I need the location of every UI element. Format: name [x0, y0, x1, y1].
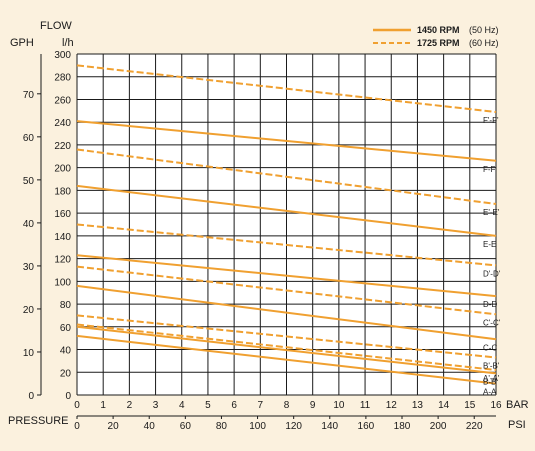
gph-tick-label-0: 0	[28, 391, 34, 402]
bar-tick-label-12: 12	[386, 400, 398, 411]
psi-tick-label-100: 100	[249, 421, 266, 432]
bar-tick-label-6: 6	[231, 400, 237, 411]
curve-label-a-a: A-A	[483, 388, 497, 397]
curve-label-b-b: B-B	[483, 377, 496, 386]
curve-label-cp-cp: C'-C'	[483, 318, 501, 327]
lh-tick-label-20: 20	[60, 368, 72, 379]
lh-tick-label-40: 40	[60, 346, 72, 357]
lh-tick-label-240: 240	[54, 118, 71, 129]
pressure-title: PRESSURE	[8, 415, 69, 427]
bar-tick-label-2: 2	[127, 400, 133, 411]
legend: 1450 RPM (50 Hz) 1725 RPM (60 Hz)	[373, 25, 499, 48]
lh-tick-label-140: 140	[54, 232, 71, 243]
legend-label-60hz: (60 Hz)	[469, 38, 499, 48]
lh-tick-label-160: 160	[54, 209, 71, 220]
bar-tick-label-4: 4	[179, 400, 185, 411]
lh-tick-label-260: 260	[54, 95, 71, 106]
lh-tick-label-220: 220	[54, 141, 71, 152]
lh-axis-title: l/h	[62, 37, 74, 49]
curve-label-fp-fp: F'-F'	[483, 116, 499, 125]
curve-ep-ep	[76, 148, 497, 205]
lh-tick-label-200: 200	[54, 164, 71, 175]
psi-tick-label-200: 200	[430, 421, 447, 432]
curve-b-b	[76, 325, 497, 375]
gph-tick-label-70: 70	[23, 90, 35, 101]
curve-d-d	[76, 254, 497, 298]
psi-tick-label-40: 40	[144, 421, 156, 432]
lh-tick-label-300: 300	[54, 50, 71, 61]
gph-tick-label-10: 10	[23, 348, 35, 359]
psi-tick-label-60: 60	[180, 421, 192, 432]
lh-tick-label-180: 180	[54, 186, 71, 197]
lh-tick-label-280: 280	[54, 73, 71, 84]
psi-tick-label-0: 0	[74, 421, 80, 432]
curve-label-c-c: C-C	[483, 343, 497, 352]
gph-tick-label-20: 20	[23, 305, 35, 316]
psi-tick-label-20: 20	[108, 421, 120, 432]
gph-tick-label-60: 60	[23, 133, 35, 144]
psi-tick-label-120: 120	[285, 421, 302, 432]
curve-label-dp-dp: D'-D'	[483, 269, 501, 278]
bar-tick-label-10: 10	[333, 400, 345, 411]
psi-tick-label-140: 140	[321, 421, 338, 432]
psi-tick-label-160: 160	[358, 421, 375, 432]
curve-c-c	[76, 284, 497, 341]
bar-axis-title: BAR	[506, 399, 529, 411]
curve-fp-fp	[76, 64, 497, 113]
curve-label-f-f: F-F	[483, 165, 496, 174]
curve-cp-cp	[76, 265, 497, 316]
bar-tick-label-5: 5	[205, 400, 211, 411]
curve-ap-ap	[76, 323, 497, 371]
curve-e-e	[76, 184, 497, 237]
psi-tick-label-220: 220	[466, 421, 483, 432]
curve-f-f	[76, 120, 497, 162]
bar-tick-label-15: 15	[464, 400, 476, 411]
bar-tick-label-8: 8	[284, 400, 290, 411]
bar-tick-label-14: 14	[438, 400, 450, 411]
psi-axis-title: PSI	[508, 419, 526, 431]
curve-label-ep-ep: E'-E'	[483, 208, 500, 217]
bar-tick-label-13: 13	[412, 400, 424, 411]
lh-tick-label-60: 60	[60, 323, 72, 334]
legend-label-1450-rpm: 1450 RPM	[417, 25, 460, 35]
curve-label-bp-bp: B'-B'	[483, 361, 500, 370]
lh-tick-label-0: 0	[65, 391, 71, 402]
curve-label-e-e: E-E	[483, 240, 496, 249]
curve-label-d-d: D-D	[483, 300, 497, 309]
gph-tick-label-50: 50	[23, 176, 35, 187]
bar-tick-label-1: 1	[100, 400, 106, 411]
curve-a-a	[76, 334, 497, 385]
legend-label-50hz: (50 Hz)	[469, 25, 499, 35]
lh-tick-label-120: 120	[54, 255, 71, 266]
curve-label-ap-ap: A'-A'	[483, 374, 500, 383]
psi-tick-label-180: 180	[394, 421, 411, 432]
bar-tick-label-3: 3	[153, 400, 159, 411]
legend-label-1725-rpm: 1725 RPM	[417, 38, 460, 48]
gph-axis-title: GPH	[10, 37, 34, 49]
curve-dp-dp	[76, 223, 497, 267]
curve-bp-bp	[76, 314, 497, 359]
bar-tick-label-7: 7	[258, 400, 264, 411]
bar-tick-label-0: 0	[74, 400, 80, 411]
gph-tick-label-30: 30	[23, 262, 35, 273]
bar-tick-label-11: 11	[360, 400, 371, 411]
bar-tick-label-9: 9	[310, 400, 316, 411]
lh-tick-label-100: 100	[54, 277, 71, 288]
bar-tick-label-16: 16	[490, 400, 502, 411]
lh-tick-label-80: 80	[60, 300, 72, 311]
psi-tick-label-80: 80	[216, 421, 228, 432]
flow-title: FLOW	[40, 20, 72, 32]
gph-tick-label-40: 40	[23, 219, 35, 230]
